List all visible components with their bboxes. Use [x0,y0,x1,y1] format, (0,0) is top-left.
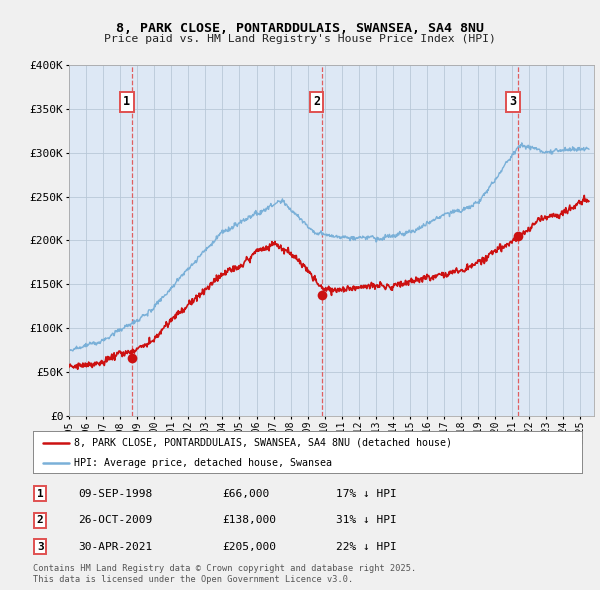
Text: 3: 3 [37,542,44,552]
Text: 1: 1 [37,489,44,499]
Text: 30-APR-2021: 30-APR-2021 [78,542,152,552]
Text: 31% ↓ HPI: 31% ↓ HPI [336,516,397,525]
Text: 8, PARK CLOSE, PONTARDDULAIS, SWANSEA, SA4 8NU (detached house): 8, PARK CLOSE, PONTARDDULAIS, SWANSEA, S… [74,438,452,448]
Text: 2: 2 [37,516,44,525]
Text: 2: 2 [313,95,320,108]
Text: 26-OCT-2009: 26-OCT-2009 [78,516,152,525]
Text: £138,000: £138,000 [222,516,276,525]
Text: HPI: Average price, detached house, Swansea: HPI: Average price, detached house, Swan… [74,458,332,468]
Text: 1: 1 [123,95,130,108]
Text: 09-SEP-1998: 09-SEP-1998 [78,489,152,499]
Text: Contains HM Land Registry data © Crown copyright and database right 2025.
This d: Contains HM Land Registry data © Crown c… [33,564,416,584]
Text: Price paid vs. HM Land Registry's House Price Index (HPI): Price paid vs. HM Land Registry's House … [104,34,496,44]
Text: 17% ↓ HPI: 17% ↓ HPI [336,489,397,499]
Text: £205,000: £205,000 [222,542,276,552]
Text: 22% ↓ HPI: 22% ↓ HPI [336,542,397,552]
Text: 8, PARK CLOSE, PONTARDDULAIS, SWANSEA, SA4 8NU: 8, PARK CLOSE, PONTARDDULAIS, SWANSEA, S… [116,22,484,35]
Text: £66,000: £66,000 [222,489,269,499]
Text: 3: 3 [509,95,516,108]
